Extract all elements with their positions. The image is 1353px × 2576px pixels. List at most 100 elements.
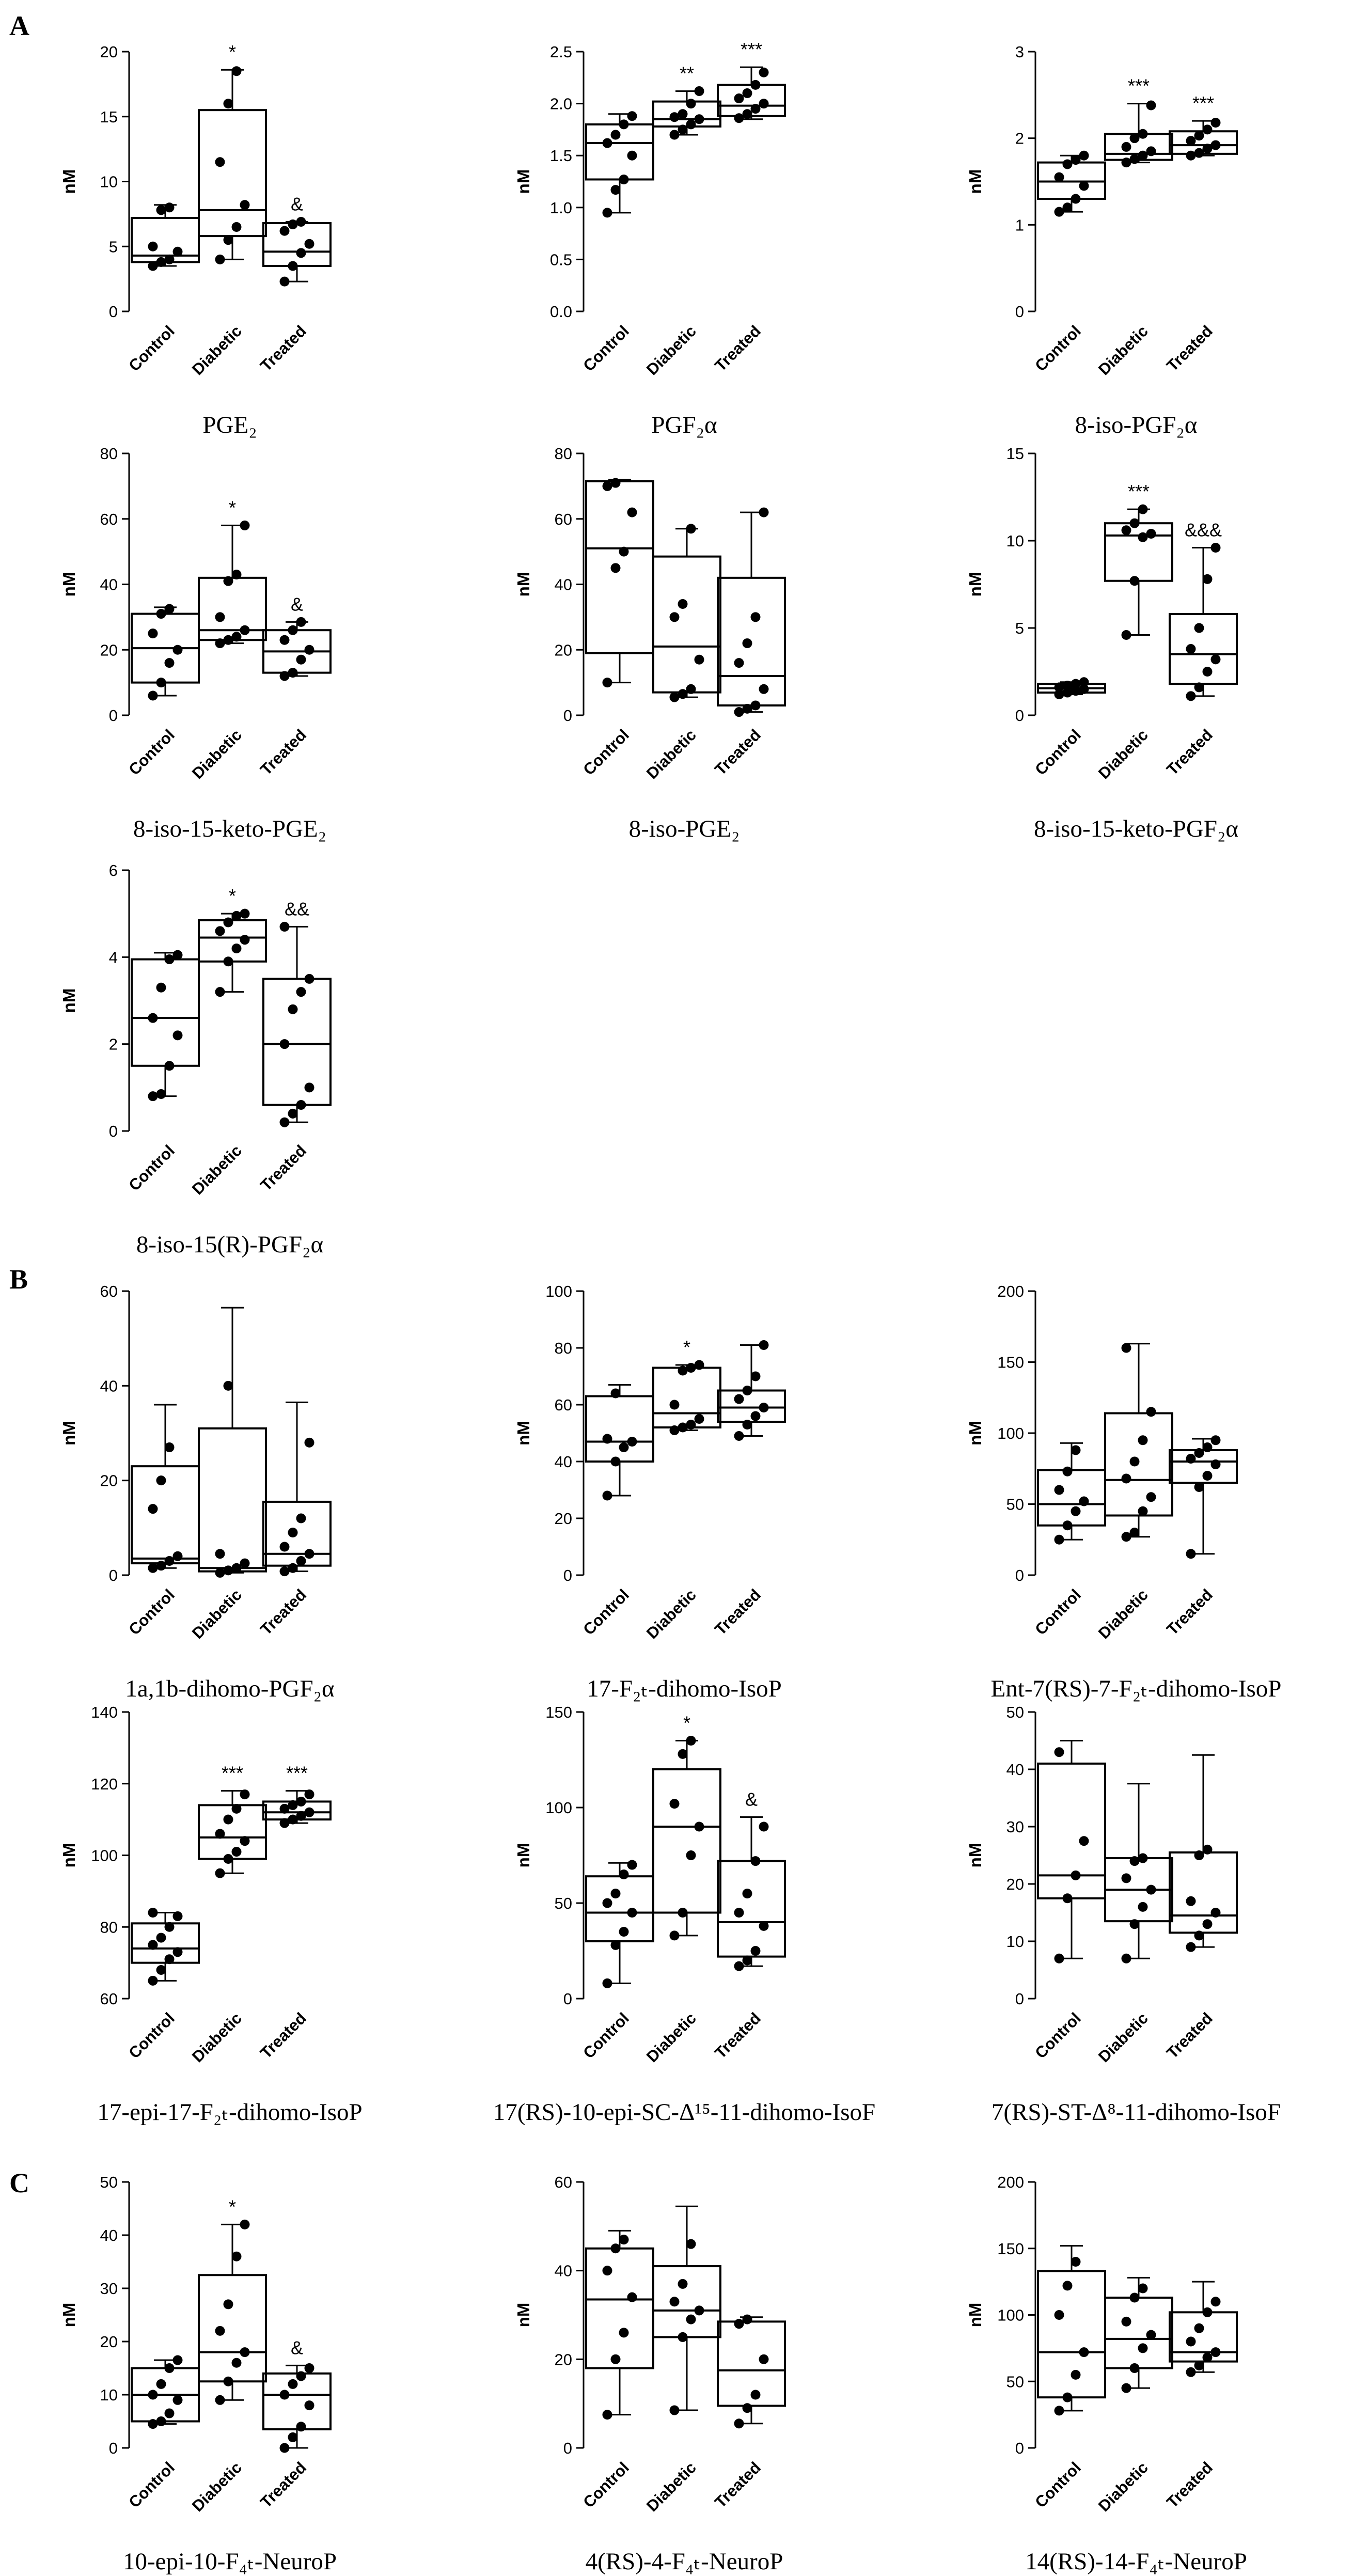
- data-point: [288, 261, 298, 271]
- y-tick-label: 1.5: [550, 147, 572, 165]
- y-tick-label: 1: [1015, 216, 1024, 234]
- data-point: [279, 276, 290, 287]
- x-category-label: Diabetic: [188, 2458, 245, 2515]
- data-point: [742, 2314, 752, 2324]
- data-point: [1210, 1435, 1221, 1446]
- section-label-a: A: [9, 10, 29, 41]
- box-treated: [717, 2314, 786, 2429]
- box-control: [585, 1860, 654, 1988]
- box-diabetic: *: [198, 885, 267, 997]
- data-point: [288, 1108, 298, 1119]
- chart-panel-1: 0 5 10 15 20 nM Control * Diabetic & Treated PGE₂: [59, 41, 332, 438]
- data-point: [1138, 150, 1148, 161]
- data-point: [1186, 2336, 1196, 2347]
- data-point: [669, 612, 680, 622]
- box-treated: [1169, 1754, 1238, 1952]
- data-point: [215, 254, 225, 264]
- data-point: [694, 86, 704, 96]
- y-tick-label: 60: [100, 1282, 118, 1300]
- y-tick-label: 0: [1015, 706, 1024, 725]
- data-point: [669, 2297, 680, 2307]
- data-point: [164, 1442, 175, 1452]
- y-axis-label: nM: [59, 169, 78, 194]
- significance-marker: **: [680, 62, 694, 84]
- x-category-label: Diabetic: [1095, 2009, 1152, 2066]
- data-point: [1129, 133, 1140, 144]
- box-iqr: [652, 2265, 721, 2338]
- data-point: [148, 1504, 158, 1514]
- data-point: [1138, 532, 1148, 542]
- box-treated: ***: [717, 39, 786, 123]
- data-point: [694, 654, 704, 665]
- data-point: [172, 1911, 183, 1921]
- box-iqr: [198, 919, 267, 963]
- data-point: [669, 692, 680, 702]
- x-category-label: Diabetic: [188, 726, 245, 782]
- data-point: [164, 1954, 175, 1965]
- data-point: [1194, 131, 1204, 141]
- data-point: [610, 2354, 621, 2364]
- box-iqr: [131, 958, 200, 1067]
- data-point: [678, 1422, 688, 1433]
- data-point: [156, 1933, 166, 1943]
- data-point: [304, 2400, 314, 2411]
- y-tick-label: 3: [1015, 43, 1024, 61]
- y-tick-label: 0: [563, 1566, 572, 1584]
- data-point: [288, 1563, 298, 1573]
- data-point: [296, 1811, 306, 1821]
- x-category-label: Treated: [1163, 322, 1216, 375]
- chart-panel-15: 0 20 40 60 nM Control Diabetic Treated 4(RS)-4-F…: [514, 2173, 786, 2575]
- y-tick-label: 15: [100, 108, 118, 126]
- data-point: [1194, 1850, 1204, 1860]
- data-point: [231, 569, 242, 579]
- data-point: [1121, 1532, 1131, 1542]
- y-axis-label: nM: [514, 1843, 533, 1868]
- section-label-b: B: [9, 1264, 28, 1295]
- box-iqr: [717, 1860, 786, 1958]
- data-point: [215, 638, 225, 649]
- data-point: [686, 684, 696, 694]
- chart-panel-10: 0 50 100 150 200 nM Control Diabetic Treated Ent-…: [966, 1282, 1281, 1702]
- data-point: [1129, 154, 1140, 164]
- data-point: [610, 130, 621, 140]
- y-axis-label: nM: [514, 2303, 533, 2328]
- data-point: [1121, 1473, 1131, 1484]
- data-point: [1062, 159, 1073, 169]
- data-point: [610, 185, 621, 195]
- x-category-label: Diabetic: [643, 2009, 700, 2066]
- y-tick-label: 0: [563, 1990, 572, 2008]
- data-point: [1186, 150, 1196, 161]
- data-point: [223, 1854, 233, 1864]
- data-point: [172, 645, 183, 655]
- data-point: [610, 478, 621, 488]
- data-point: [288, 1004, 298, 1014]
- data-point: [1054, 1747, 1064, 1757]
- data-point: [602, 138, 612, 148]
- data-point: [686, 524, 696, 534]
- data-point: [1146, 1884, 1156, 1895]
- data-point: [304, 645, 314, 655]
- data-point: [1062, 687, 1073, 698]
- data-point: [304, 973, 314, 984]
- data-point: [156, 257, 166, 267]
- data-point: [742, 2403, 752, 2413]
- data-point: [1121, 1343, 1131, 1353]
- box-iqr: [262, 978, 332, 1106]
- data-point: [223, 2376, 233, 2386]
- data-point: [759, 2354, 769, 2364]
- data-point: [223, 635, 233, 645]
- box-treated: [717, 507, 786, 717]
- data-point: [602, 2266, 612, 2276]
- data-point: [1121, 2316, 1131, 2327]
- data-point: [1062, 1466, 1073, 1477]
- y-tick-label: 10: [1006, 1933, 1024, 1951]
- data-point: [1138, 504, 1148, 514]
- data-point: [1186, 2367, 1196, 2377]
- y-tick-label: 0: [563, 2439, 572, 2457]
- data-point: [148, 261, 158, 271]
- box-treated: [262, 1401, 332, 1577]
- data-point: [742, 1889, 752, 1898]
- panel-title: 8-iso-15-keto-PGF₂α: [1034, 815, 1238, 842]
- data-point: [279, 1117, 290, 1127]
- box-iqr: [1037, 1469, 1106, 1527]
